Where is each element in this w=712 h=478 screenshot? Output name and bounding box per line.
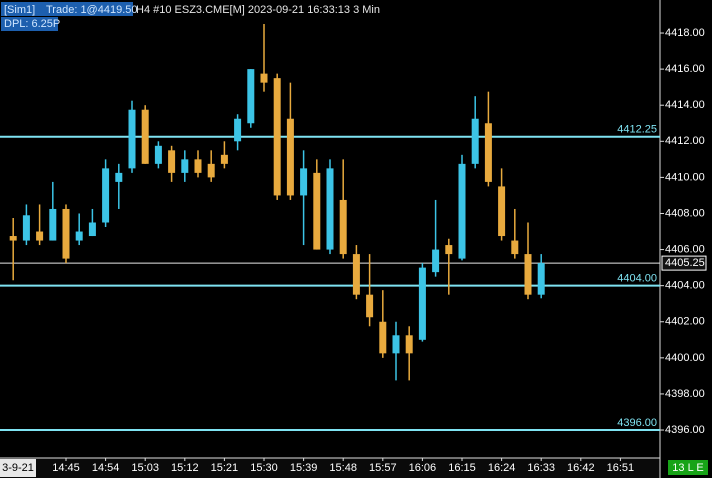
date-label: 3-9-21 bbox=[2, 462, 34, 474]
x-tick-label: 16:15 bbox=[448, 462, 476, 474]
date-box bbox=[0, 459, 36, 477]
status-box bbox=[668, 460, 708, 475]
candle-body bbox=[62, 208, 70, 259]
candle-body bbox=[484, 123, 492, 182]
x-tick-label: 14:54 bbox=[92, 462, 120, 474]
candle-body bbox=[181, 159, 189, 173]
y-tick-label: 4398.00 bbox=[665, 388, 705, 400]
candle-body bbox=[234, 118, 242, 142]
candle-body bbox=[445, 245, 453, 255]
candle-body bbox=[418, 267, 426, 340]
candle-body bbox=[366, 294, 374, 318]
trade: Trade: 1@4419.50 bbox=[46, 4, 138, 16]
y-tick-label: 4410.00 bbox=[665, 171, 705, 183]
candle-body bbox=[498, 186, 506, 237]
x-tick-label: 15:39 bbox=[290, 462, 318, 474]
candle-body bbox=[471, 118, 479, 164]
header-box bbox=[1, 2, 133, 16]
x-tick-label: 15:48 bbox=[329, 462, 357, 474]
level-label: 4412.25 bbox=[617, 124, 657, 136]
x-tick-label: 16:33 bbox=[527, 462, 555, 474]
candle-body bbox=[273, 78, 281, 196]
x-tick-label: 15:12 bbox=[171, 462, 199, 474]
candle-body bbox=[102, 168, 110, 223]
level-label: 4396.00 bbox=[617, 417, 657, 429]
candle-body bbox=[168, 150, 176, 173]
x-tick-label: 15:57 bbox=[369, 462, 397, 474]
dpl: DPL: 6.25P bbox=[4, 18, 60, 30]
x-tick-label: 16:51 bbox=[607, 462, 635, 474]
x-tick-label: 16:06 bbox=[409, 462, 437, 474]
last-price-label: 4405.25 bbox=[665, 257, 705, 269]
y-tick-label: 4412.00 bbox=[665, 135, 705, 147]
x-tick-label: 14:45 bbox=[52, 462, 80, 474]
x-tick-label: 15:30 bbox=[250, 462, 278, 474]
candle-body bbox=[405, 335, 413, 354]
candle-body bbox=[154, 145, 162, 164]
account: [Sim1] bbox=[4, 4, 35, 16]
candle-body bbox=[22, 215, 30, 241]
x-tick-label: 16:42 bbox=[567, 462, 595, 474]
y-tick-label: 4402.00 bbox=[665, 316, 705, 328]
y-tick-label: 4396.00 bbox=[665, 424, 705, 436]
candle-body bbox=[524, 254, 532, 295]
last-price-box bbox=[661, 255, 707, 271]
candle-body bbox=[458, 163, 466, 259]
candle-body bbox=[260, 73, 268, 83]
y-tick-label: 4406.00 bbox=[665, 243, 705, 255]
candle-body bbox=[220, 154, 228, 164]
candle-body bbox=[511, 240, 519, 255]
candle-body bbox=[247, 69, 255, 124]
y-tick-label: 4400.00 bbox=[665, 352, 705, 364]
candle-body bbox=[194, 159, 202, 173]
candle-body bbox=[339, 199, 347, 255]
candle-body bbox=[537, 263, 545, 295]
y-tick-label: 4418.00 bbox=[665, 27, 705, 39]
level-label: 4404.00 bbox=[617, 273, 657, 285]
status: 13 L E bbox=[672, 462, 703, 474]
y-tick-label: 4404.00 bbox=[665, 280, 705, 292]
header-box bbox=[1, 17, 58, 31]
candle-body bbox=[141, 109, 149, 164]
x-tick-label: 15:03 bbox=[131, 462, 159, 474]
candle-body bbox=[75, 231, 83, 241]
candle-body bbox=[286, 118, 294, 196]
candle-body bbox=[49, 208, 57, 241]
candle-body bbox=[9, 236, 17, 241]
candle-body bbox=[313, 172, 321, 250]
instrument: H4 #10 ESZ3.CME[M] 2023-09-21 16:33:13 3… bbox=[136, 4, 380, 16]
candle-body bbox=[300, 168, 308, 196]
candle-body bbox=[36, 231, 44, 241]
candle-body bbox=[379, 321, 387, 354]
candle-body bbox=[88, 222, 96, 237]
candle-body bbox=[392, 335, 400, 354]
y-tick-label: 4414.00 bbox=[665, 99, 705, 111]
candle-body bbox=[326, 168, 334, 250]
candle-body bbox=[207, 163, 215, 178]
y-tick-label: 4416.00 bbox=[665, 63, 705, 75]
x-tick-label: 16:24 bbox=[488, 462, 516, 474]
candle-body bbox=[128, 109, 136, 169]
candle-body bbox=[352, 254, 360, 295]
x-axis-band bbox=[0, 458, 660, 478]
candle-body bbox=[432, 249, 440, 273]
candle-body bbox=[115, 172, 123, 182]
y-tick-label: 4408.00 bbox=[665, 207, 705, 219]
x-tick-label: 15:21 bbox=[211, 462, 239, 474]
